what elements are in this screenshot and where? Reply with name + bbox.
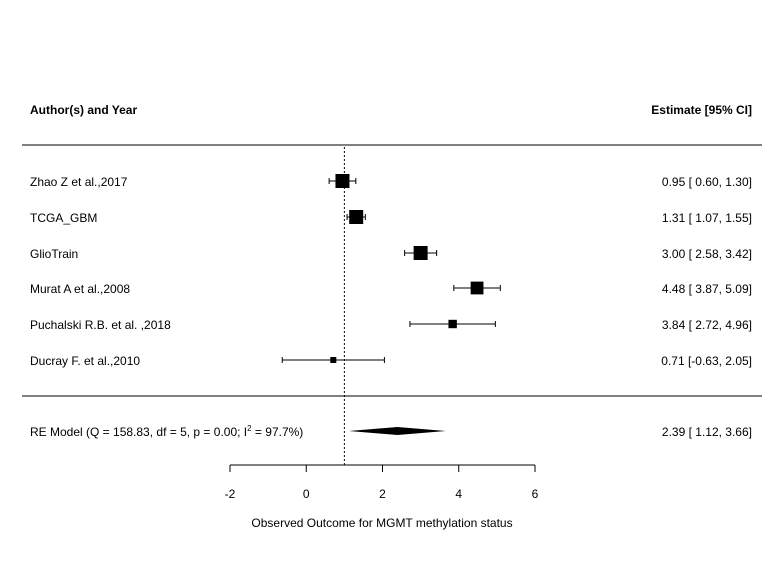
summary-diamond [348, 427, 446, 435]
study-point-estimate [330, 357, 337, 363]
x-axis-tick-label: -2 [225, 487, 236, 501]
study-point-estimate [335, 174, 350, 188]
study-point-estimate [413, 246, 428, 260]
study-point-estimate [448, 319, 457, 329]
x-axis-title: Observed Outcome for MGMT methylation st… [251, 516, 512, 530]
study-label: GlioTrain [30, 247, 78, 261]
study-estimate-ci: 0.95 [ 0.60, 1.30] [662, 175, 752, 189]
study-estimate-ci: 3.84 [ 2.72, 4.96] [662, 318, 752, 332]
x-axis-tick-label: 0 [303, 487, 310, 501]
study-estimate-ci: 4.48 [ 3.87, 5.09] [662, 282, 752, 296]
x-axis-tick-label: 2 [379, 487, 386, 501]
study-label: Ducray F. et al.,2010 [30, 354, 140, 368]
study-estimate-ci: 1.31 [ 1.07, 1.55] [662, 211, 752, 225]
study-label: Murat A et al.,2008 [30, 282, 130, 296]
study-label: TCGA_GBM [30, 211, 97, 225]
study-estimate-ci: 0.71 [-0.63, 2.05] [661, 354, 752, 368]
study-point-estimate [349, 210, 364, 224]
study-label: Zhao Z et al.,2017 [30, 175, 128, 189]
study-estimate-ci: 3.00 [ 2.58, 3.42] [662, 247, 752, 261]
summary-estimate-ci: 2.39 [ 1.12, 3.66] [662, 425, 752, 439]
x-axis-tick-label: 6 [532, 487, 539, 501]
summary-label-suffix: = 97.7%) [252, 425, 304, 439]
x-axis-tick-label: 4 [455, 487, 462, 501]
study-point-estimate [470, 281, 484, 295]
estimate-column-header: Estimate [95% CI] [651, 103, 752, 117]
summary-label-superscript: 2 [247, 424, 252, 433]
summary-label: RE Model (Q = 158.83, df = 5, p = 0.00; … [30, 424, 303, 439]
summary-label-main: RE Model (Q = 158.83, df = 5, p = 0.00; … [30, 425, 247, 439]
study-label: Puchalski R.B. et al. ,2018 [30, 318, 171, 332]
study-column-header: Author(s) and Year [30, 103, 137, 117]
